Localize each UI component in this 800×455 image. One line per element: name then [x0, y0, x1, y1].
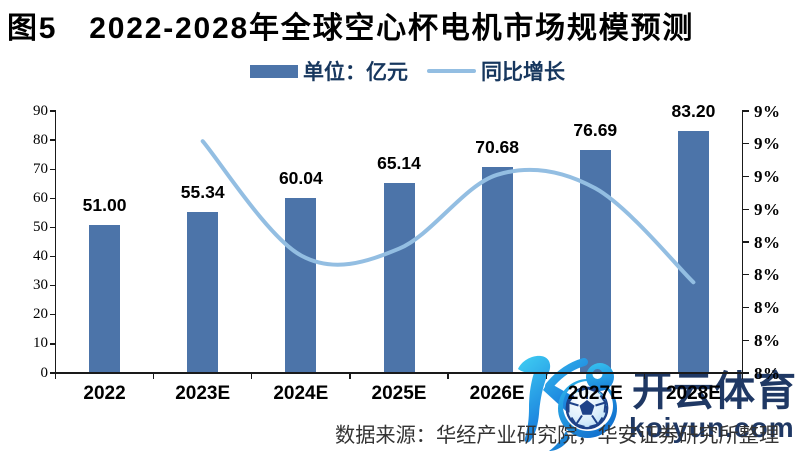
y-axis-left-label: 10	[33, 335, 48, 352]
x-axis-tick	[251, 374, 253, 379]
y-axis-left-tick	[49, 314, 56, 316]
bar-value-label: 76.69	[573, 119, 618, 140]
y-axis-left-label: 20	[33, 306, 48, 323]
y-axis-right-label: 8%	[754, 298, 781, 317]
y-axis-left-label: 40	[33, 248, 48, 265]
legend-line-swatch	[427, 69, 476, 73]
data-source-note: 数据来源：华经产业研究院，华安证券研究所整理	[335, 425, 780, 447]
y-axis-right-label: 9%	[754, 101, 781, 121]
y-axis-left-label: 60	[33, 189, 48, 206]
bar-2023E	[187, 211, 219, 372]
y-axis-left-label: 90	[33, 102, 48, 119]
y-axis-right-tick	[742, 306, 749, 309]
y-axis-right-label: 9%	[754, 199, 781, 219]
legend-bar-label: 单位：亿元	[303, 61, 408, 84]
y-axis-left-label: 0	[40, 364, 49, 381]
y-axis-right-tick	[742, 175, 749, 178]
legend: 单位：亿元 同比增长	[250, 58, 565, 84]
bar-2022	[89, 224, 121, 372]
bar-value-label: 55.34	[180, 181, 225, 202]
bar-2025E	[383, 183, 415, 372]
y-axis-left-tick	[49, 284, 56, 287]
bar-value-label: 51.00	[82, 194, 127, 215]
y-axis-left-label: 50	[33, 218, 48, 235]
y-axis-right-line	[741, 110, 744, 375]
y-axis-right-label: 8%	[754, 232, 781, 252]
bar-2024E	[285, 198, 317, 372]
y-axis-right-label: 8%	[754, 363, 781, 383]
bar-2028E	[677, 130, 709, 372]
x-axis-tick	[643, 374, 646, 379]
x-axis-category-label: 2022	[83, 383, 126, 404]
x-axis-category-label: 2023E	[175, 383, 231, 404]
x-axis-category-label: 2026E	[469, 383, 525, 404]
x-axis-tick	[545, 374, 547, 379]
y-axis-right-tick	[742, 241, 749, 243]
y-axis-left-label: 80	[33, 131, 48, 148]
x-axis-tick	[54, 374, 57, 379]
x-axis-tick	[447, 374, 449, 379]
chart-title: 图5 2022-2028年全球空心杯电机市场规模预测	[7, 3, 694, 47]
bar-value-label: 83.20	[671, 100, 716, 121]
y-axis-right-tick	[742, 274, 749, 276]
bar-value-label: 65.14	[377, 153, 421, 174]
y-axis-left-label: 30	[33, 277, 48, 294]
y-axis-left-tick	[49, 343, 56, 345]
figure-number: 图5	[7, 12, 58, 45]
legend-line-label: 同比增长	[481, 61, 565, 84]
y-axis-right-label: 9%	[754, 134, 781, 154]
x-axis-tick	[349, 374, 351, 379]
y-axis-right-tick	[742, 372, 749, 374]
x-axis-category-label: 2024E	[273, 383, 329, 404]
x-axis-line	[53, 371, 745, 375]
bar-2026E	[481, 167, 513, 372]
title-text: 2022-2028年全球空心杯电机市场规模预测	[89, 12, 695, 45]
x-axis-tick	[741, 374, 744, 379]
y-axis-left-label: 70	[33, 160, 48, 177]
bar-value-label: 60.04	[278, 168, 323, 189]
y-axis-left-tick	[49, 139, 56, 141]
y-axis-left-tick	[49, 168, 56, 170]
y-axis-left-tick	[49, 255, 56, 258]
x-axis-category-label: 2027E	[567, 383, 623, 404]
y-axis-left-line	[54, 110, 57, 375]
y-axis-right-tick	[742, 208, 749, 210]
x-axis-category-label: 2028E	[665, 383, 721, 404]
y-axis-left-tick	[49, 110, 56, 112]
y-axis-right-label: 8%	[754, 265, 781, 285]
y-axis-right-tick	[742, 110, 749, 112]
y-axis-right-tick	[742, 339, 749, 341]
y-axis-left-tick	[49, 226, 56, 229]
y-axis-right-label: 9%	[754, 167, 781, 186]
x-axis-category-label: 2025E	[371, 383, 427, 404]
x-axis-tick	[152, 374, 155, 379]
y-axis-right-tick	[742, 143, 749, 145]
y-axis-left-tick	[49, 372, 56, 374]
y-axis-left-tick	[49, 197, 56, 200]
legend-bar-swatch	[250, 64, 298, 78]
y-axis-right-label: 8%	[754, 330, 781, 350]
growth-line-path	[200, 139, 696, 285]
bar-value-label: 70.68	[475, 137, 520, 158]
